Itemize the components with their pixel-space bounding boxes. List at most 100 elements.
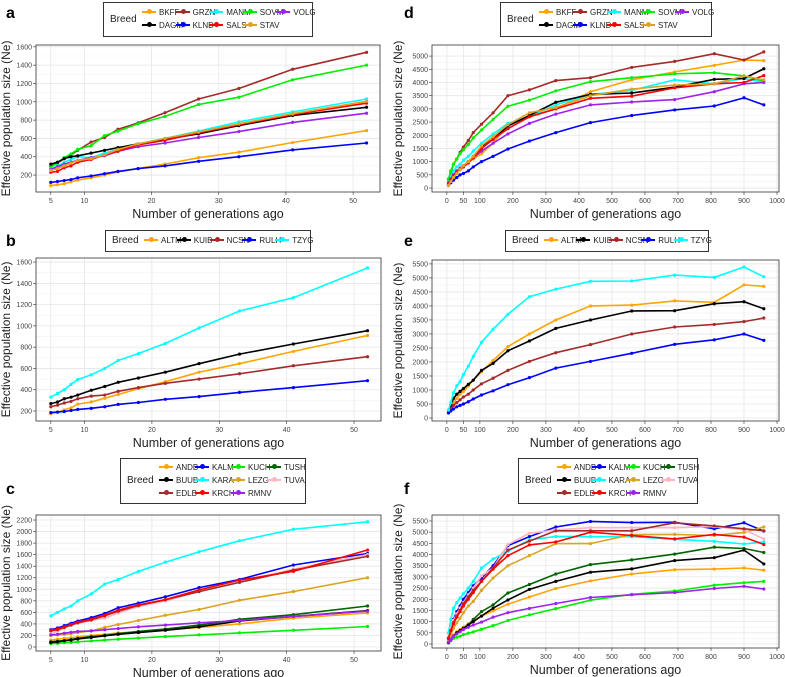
data-point [491,603,495,607]
data-point [55,183,60,187]
x-tick-label: 20 [148,198,156,205]
data-point [479,160,484,164]
y-tick-label: 200 [20,173,32,180]
legend-item: NCSN [608,236,648,245]
data-point [449,628,453,633]
data-point [364,105,369,109]
data-point [458,389,462,393]
data-point [762,307,766,311]
panel-label: d [404,5,414,22]
data-point [76,147,80,152]
data-point [455,601,459,605]
data-point [630,303,634,307]
y-tick-label: 2000 [16,529,32,536]
y-tick-label: 1000 [16,587,32,594]
data-point [364,63,369,67]
legend-item: SOVM [641,8,682,17]
data-point [630,309,634,313]
data-point [554,131,558,135]
data-point [365,576,370,580]
data-point [449,179,453,184]
panel-a: 200 400 600 800 1000 1200 1400 1600 5 10 20 30 40 50 N… [0,5,381,221]
data-point [76,178,80,182]
data-point [471,388,475,392]
data-point [89,174,93,178]
data-point [116,402,120,407]
series-STAV [446,74,766,188]
legend-swatch [142,9,156,14]
data-point [49,633,53,637]
legend-item: EDLB [159,489,197,498]
data-point [527,535,531,539]
legend-label: TZYG [292,235,314,245]
legend-item: KUIB [176,236,212,245]
data-point [365,266,370,270]
series-KLND [49,141,369,184]
legend-label: MANM [226,7,251,17]
y-tick-label: 200 [20,408,32,415]
plot-border [431,259,780,422]
data-point [458,152,462,156]
data-point [163,635,167,639]
data-point [461,164,465,168]
data-point [506,383,510,387]
data-point [365,609,370,613]
legend-swatch [159,490,173,495]
data-point [588,343,593,347]
data-point [554,540,558,544]
data-point [588,519,593,524]
data-point [455,175,459,180]
data-point [451,606,456,610]
y-tick-label: 2000 [412,359,428,366]
x-tick-label: 800 [705,427,717,434]
data-point [102,134,107,138]
series-NCSN [49,355,370,409]
data-point [742,96,746,100]
data-point [479,609,484,614]
x-tick-label: 600 [639,654,651,661]
legend-label: KRCH [212,488,235,498]
data-point [458,630,462,634]
data-point [455,392,459,396]
data-point [458,403,462,407]
legend-label: TUVA [284,475,305,485]
y-axis-title: Effective population size (Ne) [391,263,405,419]
y-tick-label: 1500 [412,373,428,380]
y-tick-label: 2500 [412,120,428,127]
x-tick-label: 5 [49,657,53,664]
data-point [588,76,593,80]
data-point [527,98,531,102]
legend-label: SALS [226,20,247,30]
legend-swatch [660,477,675,482]
data-point [712,532,716,537]
data-point [630,572,634,576]
legend-label: KARA [608,475,631,485]
legend-label: BKFF [159,7,180,17]
y-tick-label: 200 [20,633,32,640]
data-point [237,580,242,584]
data-point [163,370,167,374]
legend-swatch [159,477,173,482]
legend-swatch [231,490,245,495]
data-point [49,162,53,166]
legend-swatch [544,237,558,242]
data-point [103,393,107,397]
data-point [527,587,531,592]
data-point [491,606,495,610]
data-point [458,609,462,614]
data-point [466,400,470,404]
x-tick-label: 500 [606,427,618,434]
y-tick-label: 800 [20,598,32,605]
y-tick-label: 0 [424,641,428,648]
legend-swatch [267,477,281,482]
data-point [237,150,241,154]
data-point [197,625,201,629]
data-point [527,139,531,143]
legend-item: RULH [641,236,680,245]
data-point [449,617,453,621]
data-point [136,636,141,640]
data-point [712,524,716,528]
x-tick-label: 40 [283,427,291,434]
data-point [479,393,484,397]
legend-title: Breed [110,13,137,25]
